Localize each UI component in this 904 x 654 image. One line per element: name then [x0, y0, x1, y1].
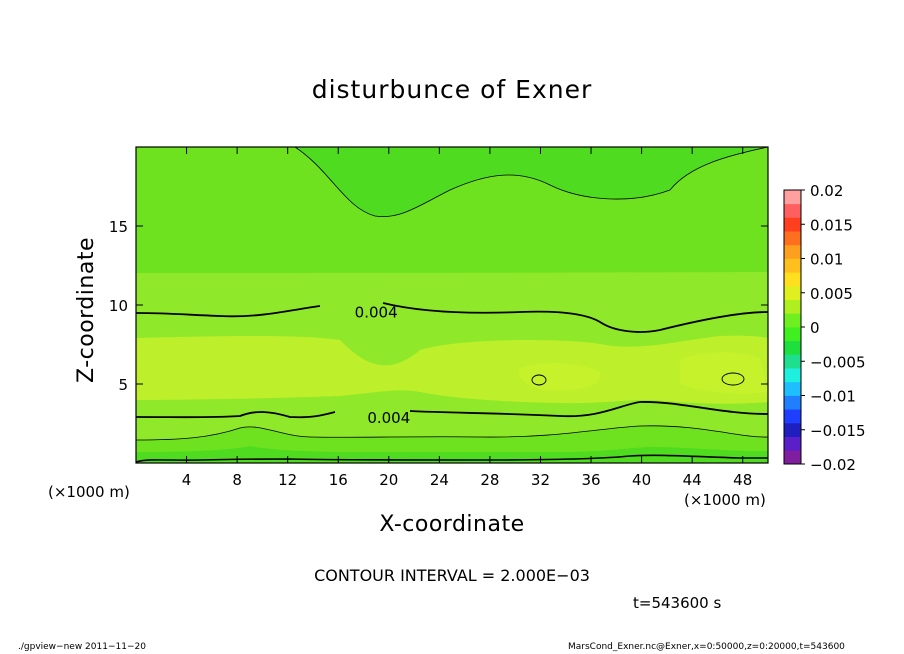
y-tick-label: 10 [109, 297, 128, 315]
colorbar-label: 0.015 [810, 216, 853, 234]
x-unit-label-right: (×1000 m) [684, 491, 766, 509]
colorbar-swatch [784, 340, 801, 355]
colorbar-label: 0 [810, 319, 820, 337]
colorbar-swatch [784, 354, 801, 369]
x-tick-label: 4 [182, 471, 192, 489]
footer-right: MarsCond_Exner.nc@Exner,x=0:50000,z=0:20… [568, 642, 845, 652]
colorbar-swatch [784, 327, 801, 342]
x-tick-label: 16 [329, 471, 348, 489]
x-tick-label: 28 [480, 471, 499, 489]
colorbar-swatch [784, 313, 801, 328]
x-unit-label-left: (×1000 m) [48, 483, 130, 501]
contour-label: 0.004 [367, 409, 410, 427]
colorbar-swatch [784, 244, 801, 259]
time-label: t=543600 s [633, 594, 722, 612]
colorbar-label: 0.02 [810, 182, 843, 200]
colorbar-swatch [784, 203, 801, 218]
x-tick-label: 12 [278, 471, 297, 489]
colorbar-label: −0.01 [810, 388, 856, 406]
y-tick-label: 15 [109, 218, 128, 236]
contour-interval-text: CONTOUR INTERVAL = 2.000E−03 [314, 566, 590, 585]
y-axis-label-box: Z-coordinate [74, 237, 99, 383]
colorbar-label: −0.02 [810, 456, 856, 474]
x-tick-label: 48 [733, 471, 752, 489]
x-tick-label: 44 [683, 471, 702, 489]
colorbar-swatch [784, 422, 801, 437]
colorbar-label: −0.015 [810, 422, 866, 440]
x-tick-label: 32 [531, 471, 550, 489]
chart-title: disturbunce of Exner [311, 75, 593, 104]
colorbar-swatch [784, 285, 801, 300]
y-tick-label: 5 [118, 376, 128, 394]
contour-lines [136, 147, 768, 463]
colorbar-swatch [784, 368, 801, 383]
colorbar-swatch [784, 381, 801, 396]
colorbar-swatch [784, 272, 801, 287]
colorbar-label: 0.01 [810, 251, 843, 269]
colorbar-swatch [784, 217, 801, 232]
colorbar-swatch [784, 231, 801, 246]
x-tick-label: 24 [430, 471, 449, 489]
x-tick-label: 36 [581, 471, 600, 489]
footer-left: ./gpview−new 2011−11−20 [18, 642, 146, 652]
colorbar-swatch [784, 450, 801, 465]
colorbar-swatch [784, 190, 801, 205]
colorbar-label: −0.005 [810, 353, 866, 371]
colorbar-swatch [784, 299, 801, 314]
x-tick-label: 40 [632, 471, 651, 489]
y-axis-label: Z-coordinate [74, 237, 99, 383]
colorbar-swatch [784, 258, 801, 273]
colorbar-swatch [784, 395, 801, 410]
x-tick-label: 8 [232, 471, 242, 489]
colorbar-swatch [784, 436, 801, 451]
x-axis-label: X-coordinate [379, 512, 525, 537]
x-tick-label: 20 [379, 471, 398, 489]
colorbar-label: 0.005 [810, 285, 853, 303]
contour-label: 0.004 [355, 303, 398, 321]
colorbar-swatch [784, 409, 801, 424]
